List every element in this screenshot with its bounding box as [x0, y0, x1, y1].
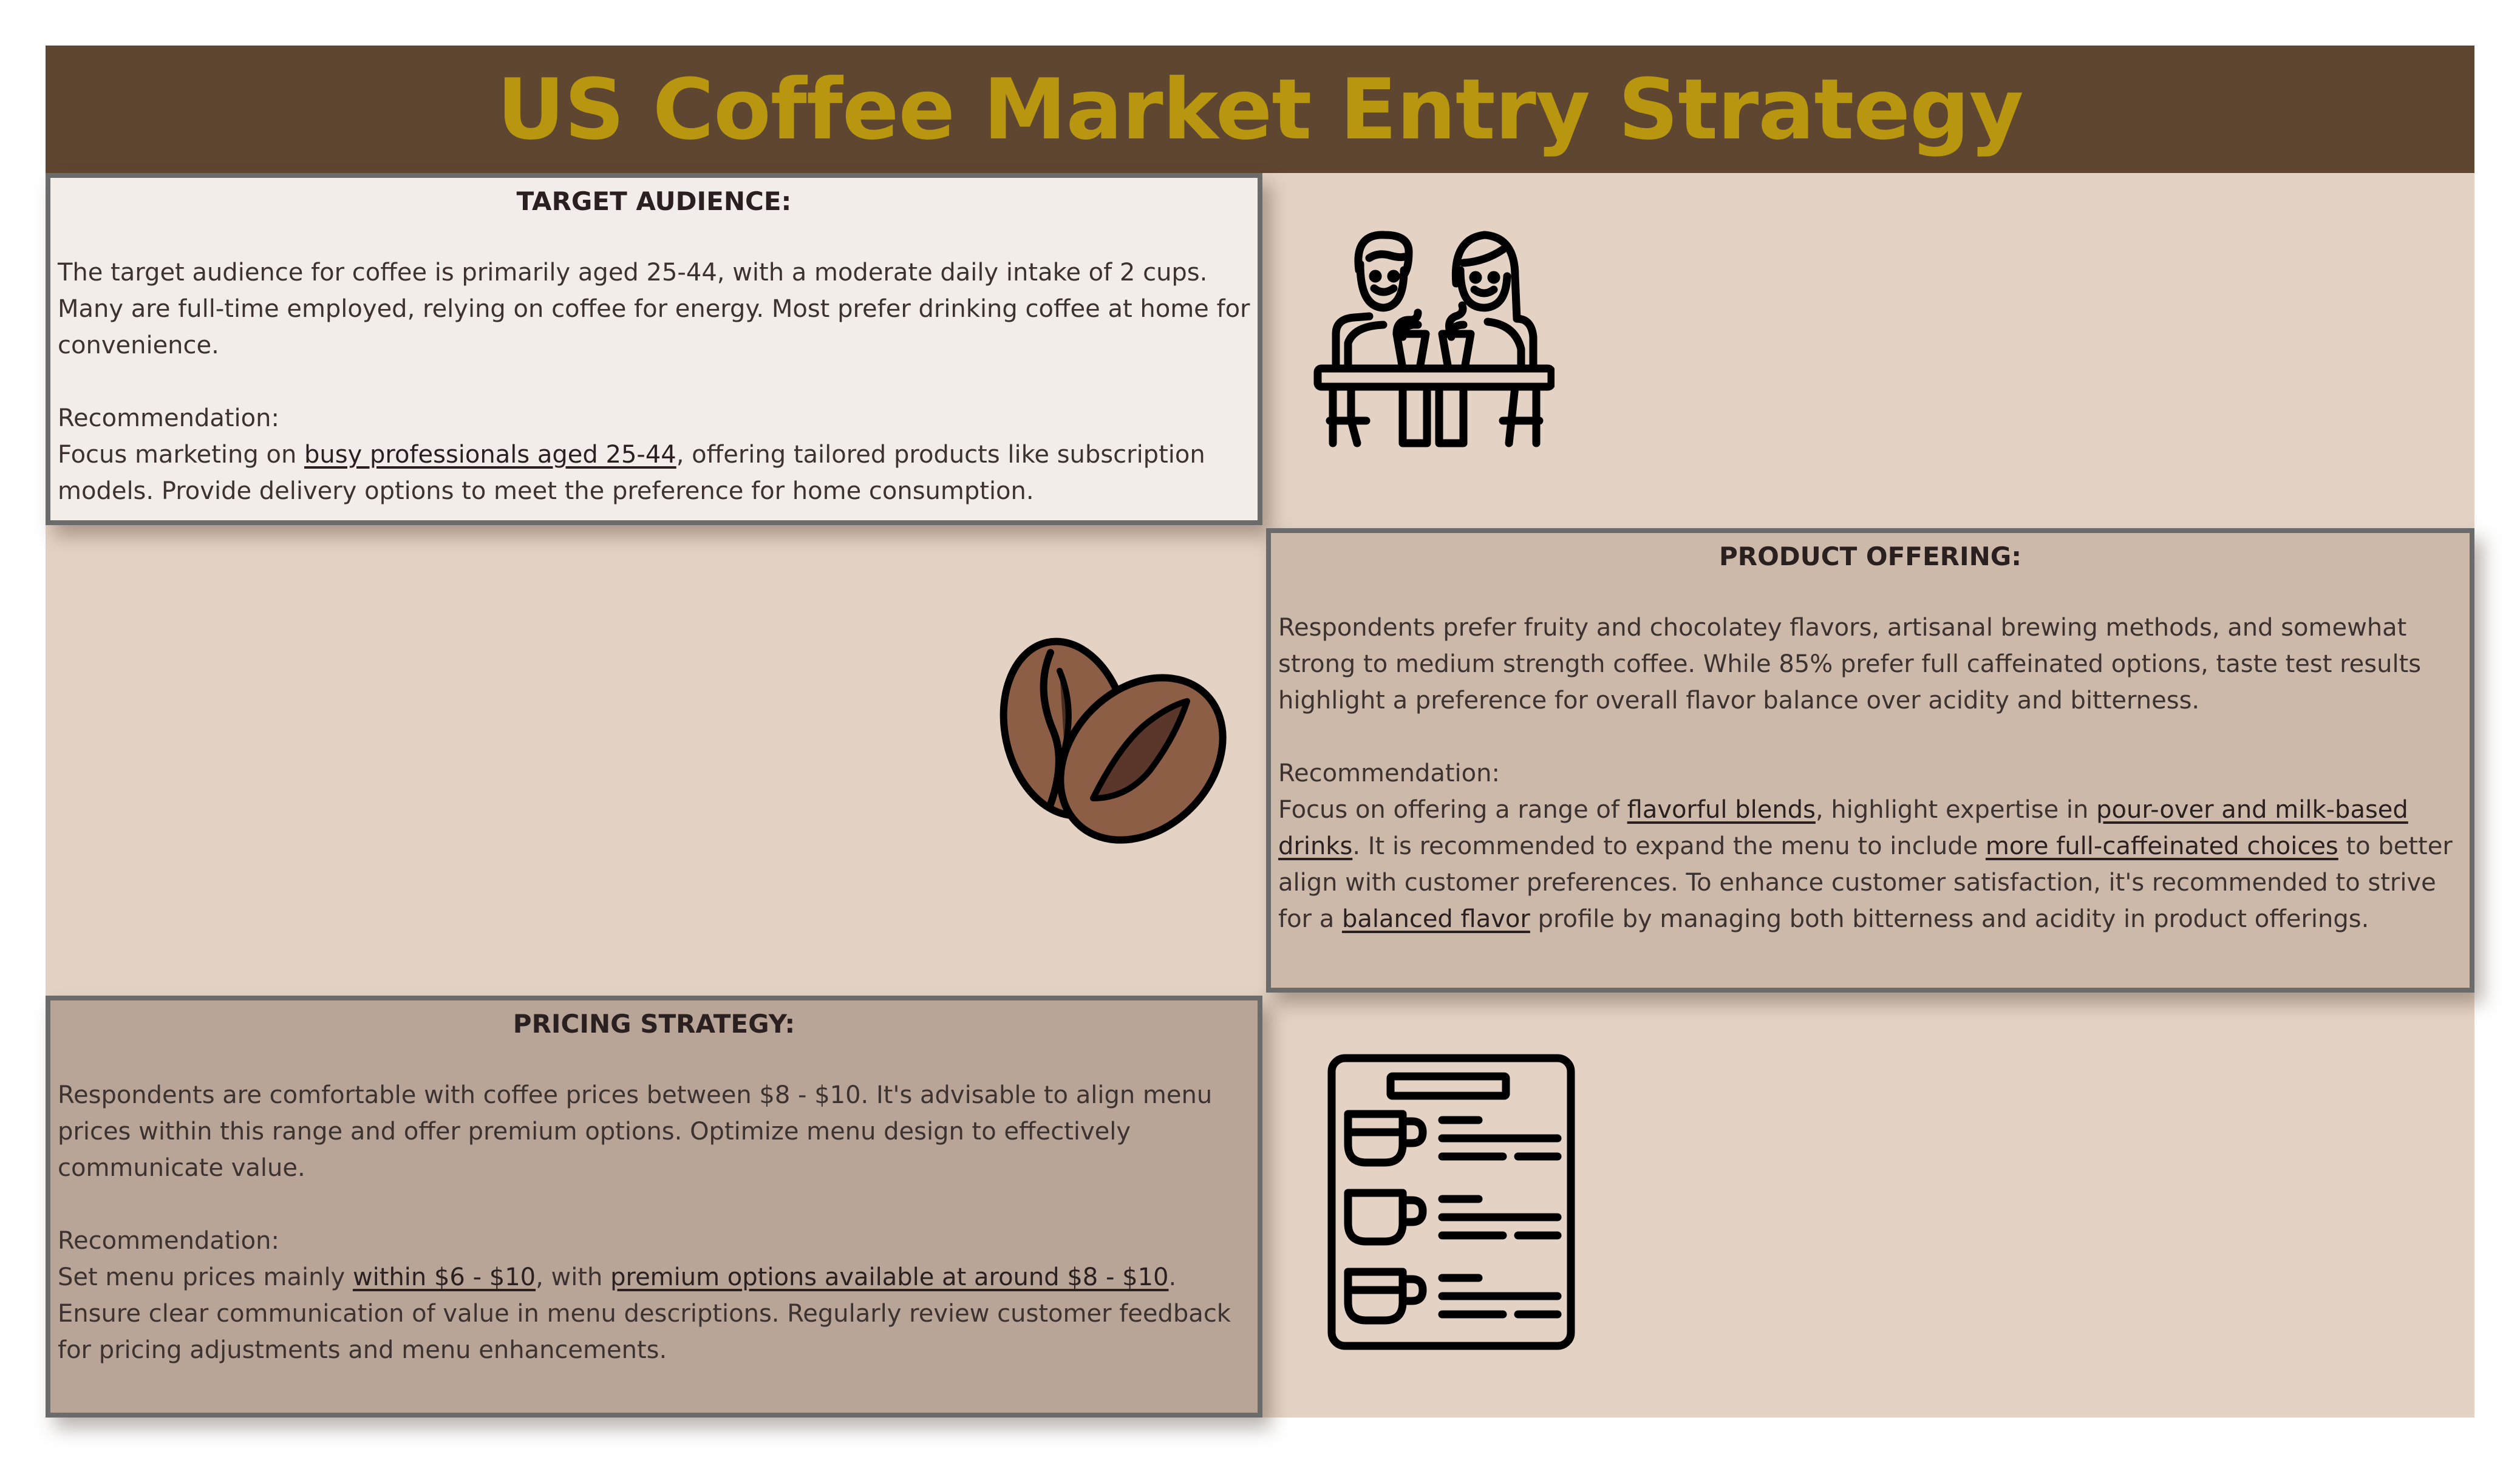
- rec-highlight: balanced flavor: [1341, 905, 1530, 933]
- rec-text: Focus marketing on: [58, 441, 305, 469]
- coffee-beans-icon: [999, 637, 1227, 844]
- pricing-strategy-body: Respondents are comfortable with coffee …: [58, 1081, 1213, 1182]
- rec-text: , offering tailored products like subscr…: [58, 441, 1205, 505]
- rec-highlight: premium options available at around $8 -…: [610, 1263, 1169, 1291]
- rec-text: , with: [536, 1263, 611, 1291]
- rec-highlight: busy professionals aged 25-44: [304, 441, 676, 469]
- rec-text: Set menu prices mainly: [58, 1263, 353, 1291]
- page-title: US Coffee Market Entry Strategy: [497, 60, 2023, 158]
- rec-text: , highlight expertise in: [1815, 796, 2097, 824]
- slide-canvas: US Coffee Market Entry Strategy TARGET A…: [46, 46, 2474, 1418]
- coffee-menu-icon: [1327, 1054, 1575, 1350]
- target-audience-rec-label: Recommendation:: [58, 404, 279, 432]
- product-offering-card: PRODUCT OFFERING: Respondents prefer fru…: [1266, 528, 2474, 993]
- pricing-strategy-heading: PRICING STRATEGY:: [513, 1009, 795, 1039]
- target-audience-body: The target audience for coffee is primar…: [58, 259, 1250, 359]
- pricing-strategy-rec-label: Recommendation:: [58, 1227, 279, 1255]
- target-audience-card: TARGET AUDIENCE: The target audience for…: [46, 173, 1262, 525]
- target-audience-heading: TARGET AUDIENCE:: [516, 186, 792, 216]
- rec-highlight: pour-over and milk-based drinks: [1278, 796, 2408, 860]
- rec-text: profile by managing both bitterness and …: [1530, 905, 2369, 933]
- rec-highlight: more full-caffeinated choices: [1985, 832, 2338, 860]
- product-offering-heading: PRODUCT OFFERING:: [1718, 542, 2022, 571]
- pricing-strategy-card: PRICING STRATEGY: Respondents are comfor…: [46, 996, 1262, 1418]
- product-offering-recommendation: Focus on offering a range of flavorful b…: [1278, 792, 2462, 937]
- product-offering-rec-label: Recommendation:: [1278, 759, 1500, 787]
- target-audience-recommendation: Focus marketing on busy professionals ag…: [58, 436, 1250, 509]
- rec-text: . Ensure clear communication of value in…: [58, 1263, 1231, 1364]
- rec-text: to better align with customer preference…: [1278, 832, 2453, 933]
- rec-text: Focus on offering a range of: [1278, 796, 1627, 824]
- pricing-strategy-recommendation: Set menu prices mainly within $6 - $10, …: [58, 1259, 1250, 1368]
- rec-highlight: within $6 - $10: [352, 1263, 536, 1291]
- people-at-table-icon: [1313, 231, 1555, 447]
- rec-text: . It is recommended to expand the menu t…: [1352, 832, 1986, 860]
- product-offering-body: Respondents prefer fruity and chocolatey…: [1278, 614, 2422, 715]
- rec-highlight: flavorful blends: [1627, 796, 1816, 824]
- title-bar: US Coffee Market Entry Strategy: [46, 46, 2474, 173]
